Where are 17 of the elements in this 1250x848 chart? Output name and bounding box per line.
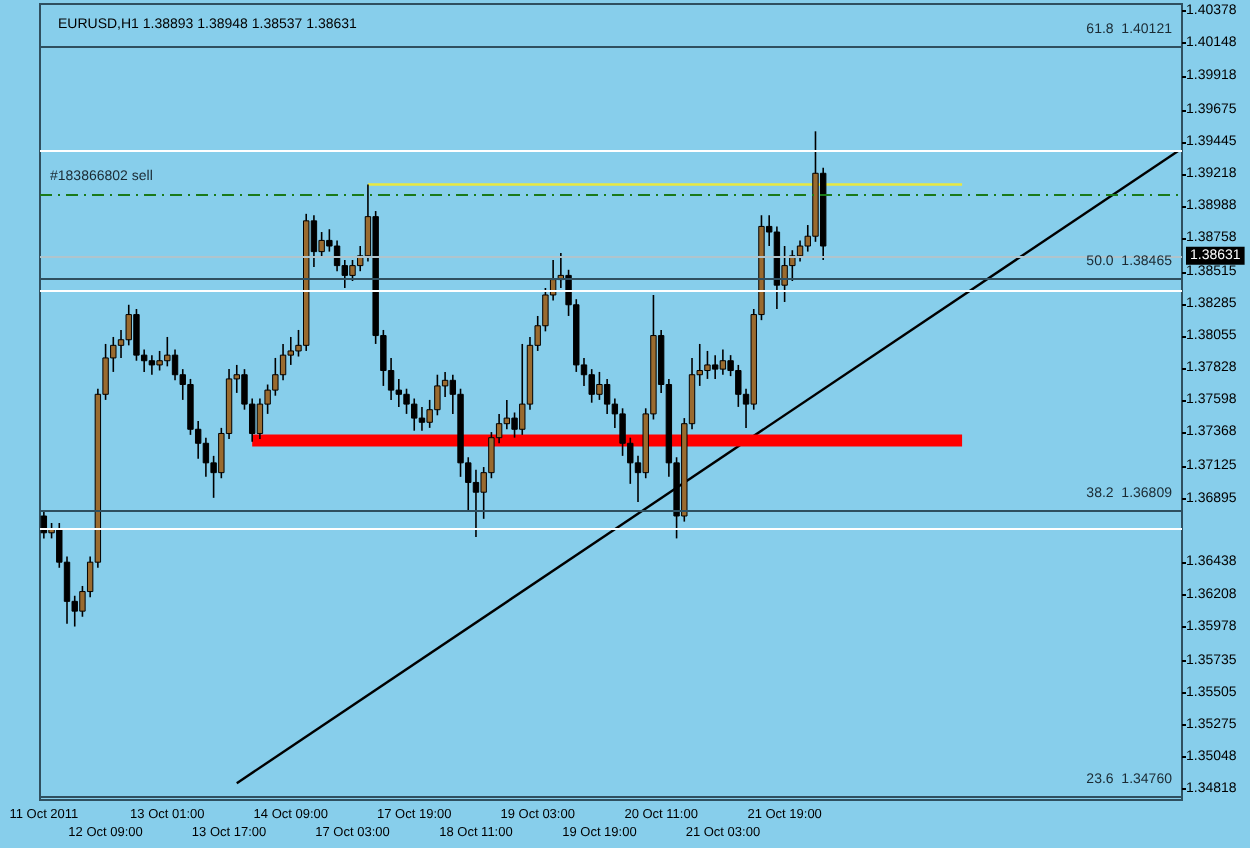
candlestick — [719, 348, 727, 376]
candlestick — [164, 336, 171, 368]
candlestick — [418, 406, 426, 432]
candlestick — [411, 397, 418, 432]
candlestick — [148, 354, 156, 376]
candlestick — [156, 350, 163, 372]
candlestick — [796, 239, 804, 263]
candlestick — [256, 397, 264, 440]
candlestick — [171, 348, 179, 382]
candlestick — [704, 350, 711, 380]
candlestick — [603, 378, 611, 415]
candlestick — [711, 354, 719, 380]
candlestick — [202, 436, 210, 478]
candlestick — [596, 371, 603, 401]
candlestick — [434, 373, 441, 417]
candlestick — [472, 469, 480, 538]
candlestick — [519, 343, 526, 436]
